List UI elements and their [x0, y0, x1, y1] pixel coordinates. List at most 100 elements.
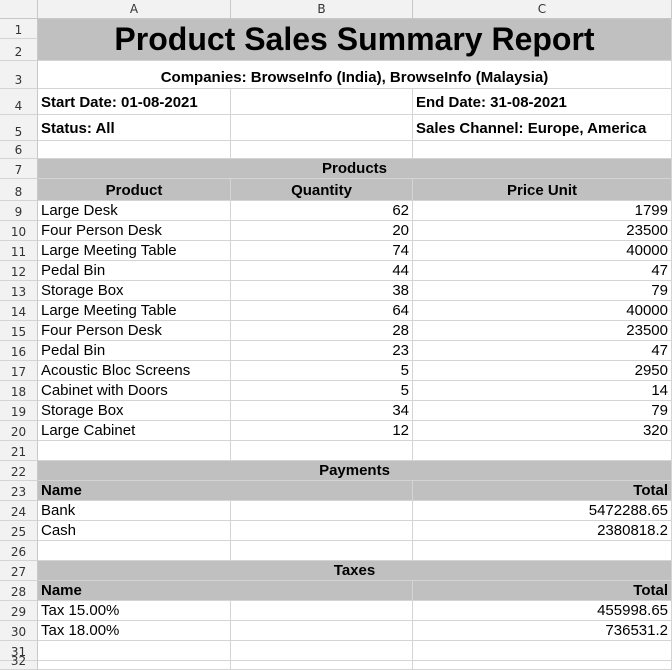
- cell[interactable]: [231, 115, 413, 141]
- payment-total-cell[interactable]: 2380818.2: [413, 521, 672, 541]
- row-header[interactable]: 2: [0, 39, 38, 61]
- row-header[interactable]: 31: [0, 641, 38, 661]
- product-name-cell[interactable]: Four Person Desk: [38, 221, 231, 241]
- report-title[interactable]: Product Sales Summary Report: [38, 19, 672, 61]
- row-header[interactable]: 22: [0, 461, 38, 481]
- row-header[interactable]: 24: [0, 501, 38, 521]
- price-unit-cell[interactable]: 14: [413, 381, 672, 401]
- row-header[interactable]: 32: [0, 654, 38, 670]
- payments-section-title[interactable]: Payments: [38, 461, 672, 481]
- row-header[interactable]: 3: [0, 61, 38, 89]
- quantity-cell[interactable]: 5: [231, 361, 413, 381]
- companies-cell[interactable]: Companies: BrowseInfo (India), BrowseInf…: [38, 61, 672, 89]
- cell[interactable]: [231, 641, 413, 661]
- tax-name-header[interactable]: Name: [38, 581, 413, 601]
- row-header[interactable]: 6: [0, 141, 38, 159]
- cell[interactable]: [38, 541, 231, 561]
- cell[interactable]: [413, 641, 672, 661]
- cell[interactable]: [231, 601, 413, 621]
- price-unit-cell[interactable]: 23500: [413, 321, 672, 341]
- row-header[interactable]: 23: [0, 481, 38, 501]
- price-unit-cell[interactable]: 2950: [413, 361, 672, 381]
- row-header[interactable]: 30: [0, 621, 38, 641]
- tax-total-header[interactable]: Total: [413, 581, 672, 601]
- row-header[interactable]: 20: [0, 421, 38, 441]
- row-header[interactable]: 26: [0, 541, 38, 561]
- column-header-a[interactable]: A: [38, 0, 231, 19]
- taxes-section-title[interactable]: Taxes: [38, 561, 672, 581]
- row-header[interactable]: 13: [0, 281, 38, 301]
- cell[interactable]: [413, 661, 672, 670]
- cell[interactable]: [413, 141, 672, 159]
- select-all-corner[interactable]: [0, 0, 38, 19]
- product-column-header[interactable]: Product: [38, 179, 231, 201]
- quantity-column-header[interactable]: Quantity: [231, 179, 413, 201]
- row-header[interactable]: 1: [0, 19, 38, 39]
- cell[interactable]: [413, 441, 672, 461]
- cell[interactable]: [413, 541, 672, 561]
- quantity-cell[interactable]: 34: [231, 401, 413, 421]
- cell[interactable]: [231, 661, 413, 670]
- price-unit-cell[interactable]: 79: [413, 281, 672, 301]
- cell[interactable]: [38, 441, 231, 461]
- product-name-cell[interactable]: Large Cabinet: [38, 421, 231, 441]
- row-header[interactable]: 10: [0, 221, 38, 241]
- tax-total-cell[interactable]: 736531.2: [413, 621, 672, 641]
- cell[interactable]: [231, 621, 413, 641]
- row-header[interactable]: 9: [0, 201, 38, 221]
- column-header-b[interactable]: B: [231, 0, 413, 19]
- products-section-title[interactable]: Products: [38, 159, 672, 179]
- row-header[interactable]: 25: [0, 521, 38, 541]
- price-unit-cell[interactable]: 1799: [413, 201, 672, 221]
- price-unit-cell[interactable]: 40000: [413, 241, 672, 261]
- tax-name-cell[interactable]: Tax 18.00%: [38, 621, 231, 641]
- price-unit-cell[interactable]: 47: [413, 261, 672, 281]
- row-header[interactable]: 27: [0, 561, 38, 581]
- cell[interactable]: [38, 661, 231, 670]
- quantity-cell[interactable]: 74: [231, 241, 413, 261]
- product-name-cell[interactable]: Large Desk: [38, 201, 231, 221]
- cell[interactable]: [231, 89, 413, 115]
- row-header[interactable]: 28: [0, 581, 38, 601]
- quantity-cell[interactable]: 62: [231, 201, 413, 221]
- price-unit-cell[interactable]: 47: [413, 341, 672, 361]
- quantity-cell[interactable]: 44: [231, 261, 413, 281]
- price-unit-cell[interactable]: 320: [413, 421, 672, 441]
- cell[interactable]: [231, 501, 413, 521]
- row-header[interactable]: 18: [0, 381, 38, 401]
- row-header[interactable]: 15: [0, 321, 38, 341]
- cell[interactable]: [231, 521, 413, 541]
- quantity-cell[interactable]: 38: [231, 281, 413, 301]
- row-header[interactable]: 12: [0, 261, 38, 281]
- tax-name-cell[interactable]: Tax 15.00%: [38, 601, 231, 621]
- column-header-c[interactable]: C: [413, 0, 672, 19]
- cell[interactable]: [231, 541, 413, 561]
- cell[interactable]: [38, 141, 231, 159]
- product-name-cell[interactable]: Storage Box: [38, 401, 231, 421]
- cell[interactable]: [38, 641, 231, 661]
- row-header[interactable]: 5: [0, 115, 38, 141]
- sales-channel-cell[interactable]: Sales Channel: Europe, America: [413, 115, 672, 141]
- row-header[interactable]: 17: [0, 361, 38, 381]
- price-unit-cell[interactable]: 40000: [413, 301, 672, 321]
- price-unit-cell[interactable]: 79: [413, 401, 672, 421]
- row-header[interactable]: 11: [0, 241, 38, 261]
- row-header[interactable]: 29: [0, 601, 38, 621]
- price-unit-column-header[interactable]: Price Unit: [413, 179, 672, 201]
- product-name-cell[interactable]: Large Meeting Table: [38, 301, 231, 321]
- row-header[interactable]: 7: [0, 159, 38, 179]
- product-name-cell[interactable]: Pedal Bin: [38, 261, 231, 281]
- tax-total-cell[interactable]: 455998.65: [413, 601, 672, 621]
- product-name-cell[interactable]: Cabinet with Doors: [38, 381, 231, 401]
- product-name-cell[interactable]: Storage Box: [38, 281, 231, 301]
- row-header[interactable]: 4: [0, 89, 38, 115]
- row-header[interactable]: 21: [0, 441, 38, 461]
- payment-total-cell[interactable]: 5472288.65: [413, 501, 672, 521]
- row-header[interactable]: 16: [0, 341, 38, 361]
- cell[interactable]: [231, 141, 413, 159]
- payment-name-header[interactable]: Name: [38, 481, 413, 501]
- quantity-cell[interactable]: 23: [231, 341, 413, 361]
- quantity-cell[interactable]: 64: [231, 301, 413, 321]
- price-unit-cell[interactable]: 23500: [413, 221, 672, 241]
- product-name-cell[interactable]: Acoustic Bloc Screens: [38, 361, 231, 381]
